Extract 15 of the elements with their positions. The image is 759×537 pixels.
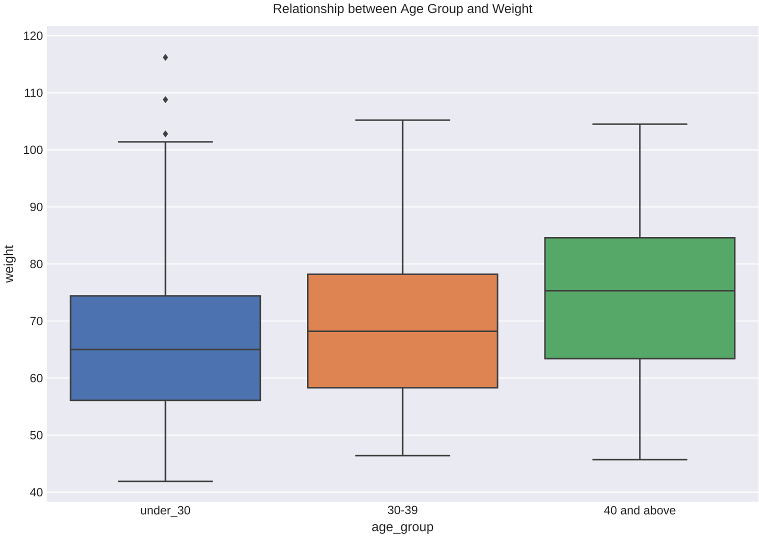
x-axis-title: age_group (372, 524, 434, 534)
y-tick-label: 100 (24, 145, 43, 154)
y-tick-label: 90 (30, 202, 43, 211)
y-tick-label: 110 (24, 88, 43, 97)
chart-title: Relationship between Age Group and Weight (274, 3, 532, 16)
y-tick-label: 60 (30, 374, 43, 382)
y-tick-label: 40 (30, 488, 43, 496)
y-tick-label: 50 (30, 430, 43, 440)
y-tick-label: 80 (30, 260, 43, 268)
y-tick-label: 120 (24, 31, 43, 40)
x-tick-label: 30-39 (388, 506, 418, 514)
x-tick-label: 40 and above (604, 506, 676, 514)
y-tick-label: 70 (30, 316, 43, 326)
x-tick-label: under_30 (141, 506, 190, 516)
y-axis-title: weight (4, 245, 16, 283)
